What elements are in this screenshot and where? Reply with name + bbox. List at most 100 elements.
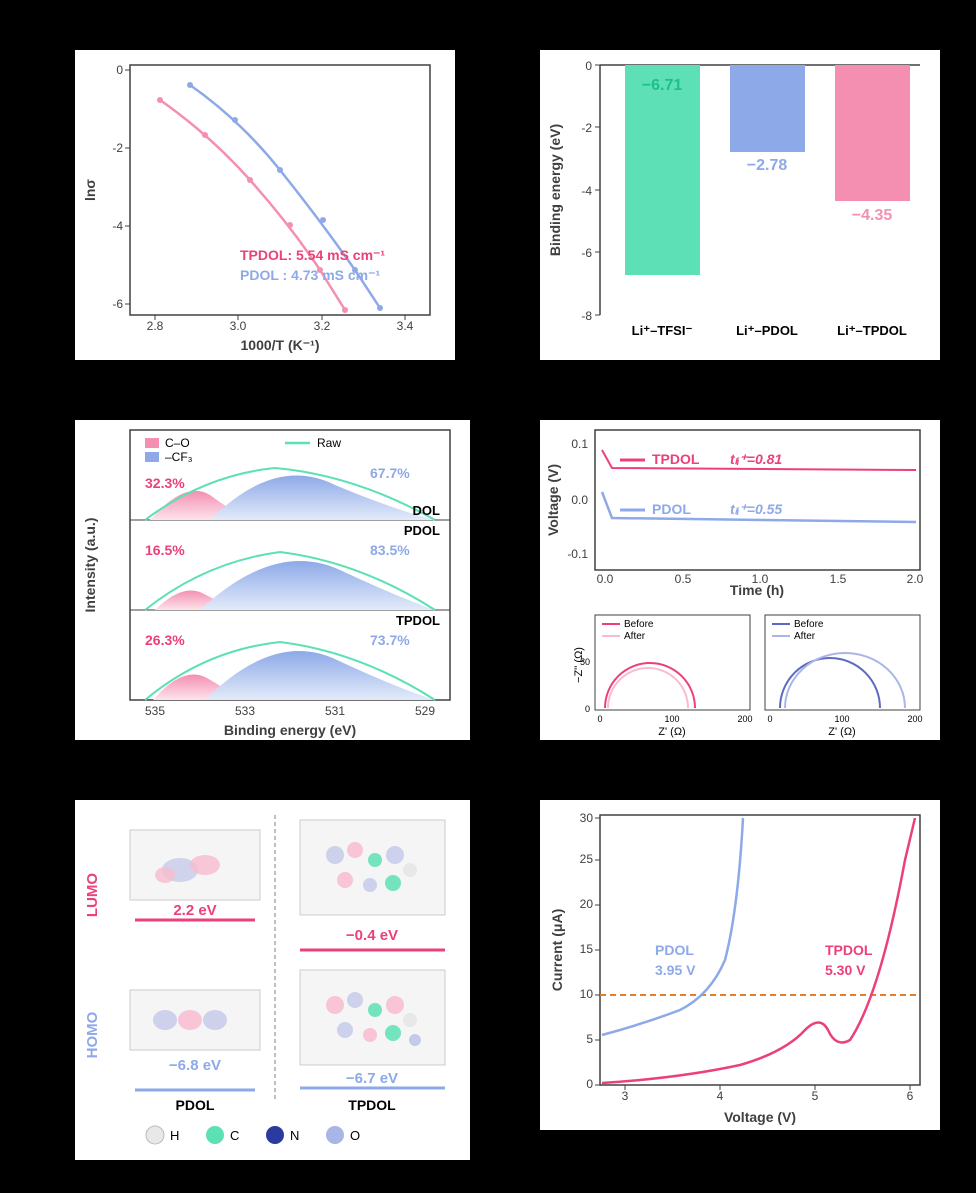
panel-c: Intensity (a.u.) Binding energy (eV) 535…: [75, 420, 470, 740]
svg-text:67.7%: 67.7%: [370, 465, 410, 481]
svg-text:Z' (Ω): Z' (Ω): [658, 726, 685, 738]
svg-text:TPDOL: TPDOL: [652, 451, 700, 467]
svg-text:Li⁺–TPDOL: Li⁺–TPDOL: [837, 323, 907, 338]
panel-b-label: b: [510, 22, 525, 50]
svg-text:–CF₃: –CF₃: [165, 450, 193, 464]
svg-text:-4: -4: [112, 219, 123, 233]
svg-text:16.5%: 16.5%: [145, 542, 185, 558]
svg-text:3.4: 3.4: [397, 319, 414, 333]
svg-text:531: 531: [325, 704, 345, 718]
svg-text:PDOL: PDOL: [655, 942, 694, 958]
svg-text:0: 0: [585, 704, 590, 714]
svg-text:-4: -4: [581, 184, 592, 198]
svg-text:3.0: 3.0: [230, 319, 247, 333]
svg-text:DOL: DOL: [413, 503, 441, 518]
svg-text:LUMO: LUMO: [84, 873, 101, 917]
bar-litpdol: [835, 65, 910, 201]
panel-f-label: f: [510, 775, 518, 803]
panel-e: LUMO HOMO 2.2 eV −6.8 eV PDOL −0.4 eV −6…: [75, 800, 470, 1160]
svg-text:PDOL: PDOL: [652, 501, 691, 517]
svg-text:After: After: [624, 631, 646, 642]
svg-text:200: 200: [737, 714, 752, 724]
bar-lipdol: [730, 65, 805, 152]
svg-text:26.3%: 26.3%: [145, 632, 185, 648]
svg-text:0: 0: [597, 714, 602, 724]
svg-text:Before: Before: [794, 619, 824, 630]
svg-text:Raw: Raw: [317, 436, 341, 450]
svg-text:−2.78: −2.78: [747, 157, 788, 174]
panel-a-label: a: [45, 22, 58, 50]
svg-text:3.2: 3.2: [314, 319, 331, 333]
panel-a: lnσ 1000/T (K⁻¹) -6 -4 -2 0 2.8 3.0 3.2 …: [75, 50, 455, 360]
svg-text:5.30 V: 5.30 V: [825, 962, 866, 978]
panel-a-chart: lnσ 1000/T (K⁻¹) -6 -4 -2 0 2.8 3.0 3.2 …: [75, 50, 455, 360]
panel-f-chart: Current (μA) Voltage (V) 0 5 10 15 20 25…: [540, 800, 940, 1130]
panel-f: Current (μA) Voltage (V) 0 5 10 15 20 25…: [540, 800, 940, 1130]
svg-text:−6.71: −6.71: [642, 77, 683, 94]
svg-text:20: 20: [580, 897, 594, 911]
svg-text:6: 6: [907, 1089, 914, 1103]
panel-b-yticks: 0 -2 -4 -6 -8: [581, 59, 600, 323]
svg-text:0: 0: [116, 63, 123, 77]
svg-text:Current (μA): Current (μA): [549, 909, 565, 991]
svg-text:After: After: [794, 631, 816, 642]
svg-text:-6: -6: [581, 246, 592, 260]
svg-text:73.7%: 73.7%: [370, 632, 410, 648]
svg-text:32.3%: 32.3%: [145, 475, 185, 491]
svg-text:25: 25: [580, 852, 594, 866]
svg-text:-0.1: -0.1: [567, 547, 588, 561]
svg-text:100: 100: [664, 714, 679, 724]
svg-text:200: 200: [907, 714, 922, 724]
svg-text:2.2 eV: 2.2 eV: [173, 902, 216, 919]
svg-text:535: 535: [145, 704, 165, 718]
atom-legend: H C N O: [146, 1126, 360, 1144]
svg-text:3: 3: [622, 1089, 629, 1103]
svg-text:1.0: 1.0: [752, 572, 769, 586]
svg-text:100: 100: [834, 714, 849, 724]
svg-text:N: N: [290, 1128, 299, 1143]
svg-text:C–O: C–O: [165, 436, 190, 450]
svg-text:PDOL: PDOL: [404, 523, 440, 538]
svg-text:tₗᵢ⁺=0.81: tₗᵢ⁺=0.81: [730, 451, 782, 467]
svg-text:-6: -6: [112, 297, 123, 311]
svg-text:0.0: 0.0: [571, 493, 588, 507]
svg-text:0: 0: [586, 1077, 593, 1091]
pdol-lsv: [602, 818, 743, 1035]
svg-text:O: O: [350, 1128, 360, 1143]
panel-b: Binding energy (eV) 0 -2 -4 -6 -8 −6.71 …: [540, 50, 940, 360]
panel-a-xticks: 2.8 3.0 3.2 3.4: [147, 315, 414, 333]
panel-e-label: e: [45, 775, 58, 803]
panel-d-label: d: [510, 395, 525, 423]
svg-text:Before: Before: [624, 619, 654, 630]
svg-text:5: 5: [586, 1032, 593, 1046]
svg-text:−6.7 eV: −6.7 eV: [346, 1070, 398, 1087]
bar-litfsi: [625, 65, 700, 275]
svg-text:-8: -8: [581, 309, 592, 323]
svg-text:533: 533: [235, 704, 255, 718]
svg-text:−0.4 eV: −0.4 eV: [346, 927, 398, 944]
svg-text:2.0: 2.0: [907, 572, 924, 586]
svg-text:-2: -2: [581, 121, 592, 135]
svg-text:0.5: 0.5: [675, 572, 692, 586]
svg-text:Voltage (V): Voltage (V): [545, 464, 561, 536]
svg-text:TPDOL: TPDOL: [348, 1097, 396, 1113]
svg-text:H: H: [170, 1128, 179, 1143]
svg-text:tₗᵢ⁺=0.55: tₗᵢ⁺=0.55: [730, 501, 782, 517]
svg-text:TPDOL: TPDOL: [825, 942, 873, 958]
panel-c-chart: Intensity (a.u.) Binding energy (eV) 535…: [75, 420, 470, 740]
svg-text:C: C: [230, 1128, 239, 1143]
svg-text:5: 5: [812, 1089, 819, 1103]
svg-text:1.5: 1.5: [830, 572, 847, 586]
panel-a-pdol-text: PDOL : 4.73 mS cm⁻¹: [240, 267, 381, 283]
panel-b-chart: Binding energy (eV) 0 -2 -4 -6 -8 −6.71 …: [540, 50, 940, 360]
svg-text:-2: -2: [112, 141, 123, 155]
svg-text:2.8: 2.8: [147, 319, 164, 333]
svg-text:10: 10: [580, 987, 594, 1001]
svg-text:3.95 V: 3.95 V: [655, 962, 696, 978]
panel-c-ylabel: Intensity (a.u.): [82, 518, 98, 613]
svg-text:83.5%: 83.5%: [370, 542, 410, 558]
panel-d: Voltage (V) Time (h) -0.1 0.0 0.1 0.0 0.…: [540, 420, 940, 740]
panel-c-xlabel: Binding energy (eV): [224, 722, 356, 738]
svg-text:−4.35: −4.35: [852, 207, 893, 224]
panel-a-xlabel: 1000/T (K⁻¹): [241, 337, 320, 353]
